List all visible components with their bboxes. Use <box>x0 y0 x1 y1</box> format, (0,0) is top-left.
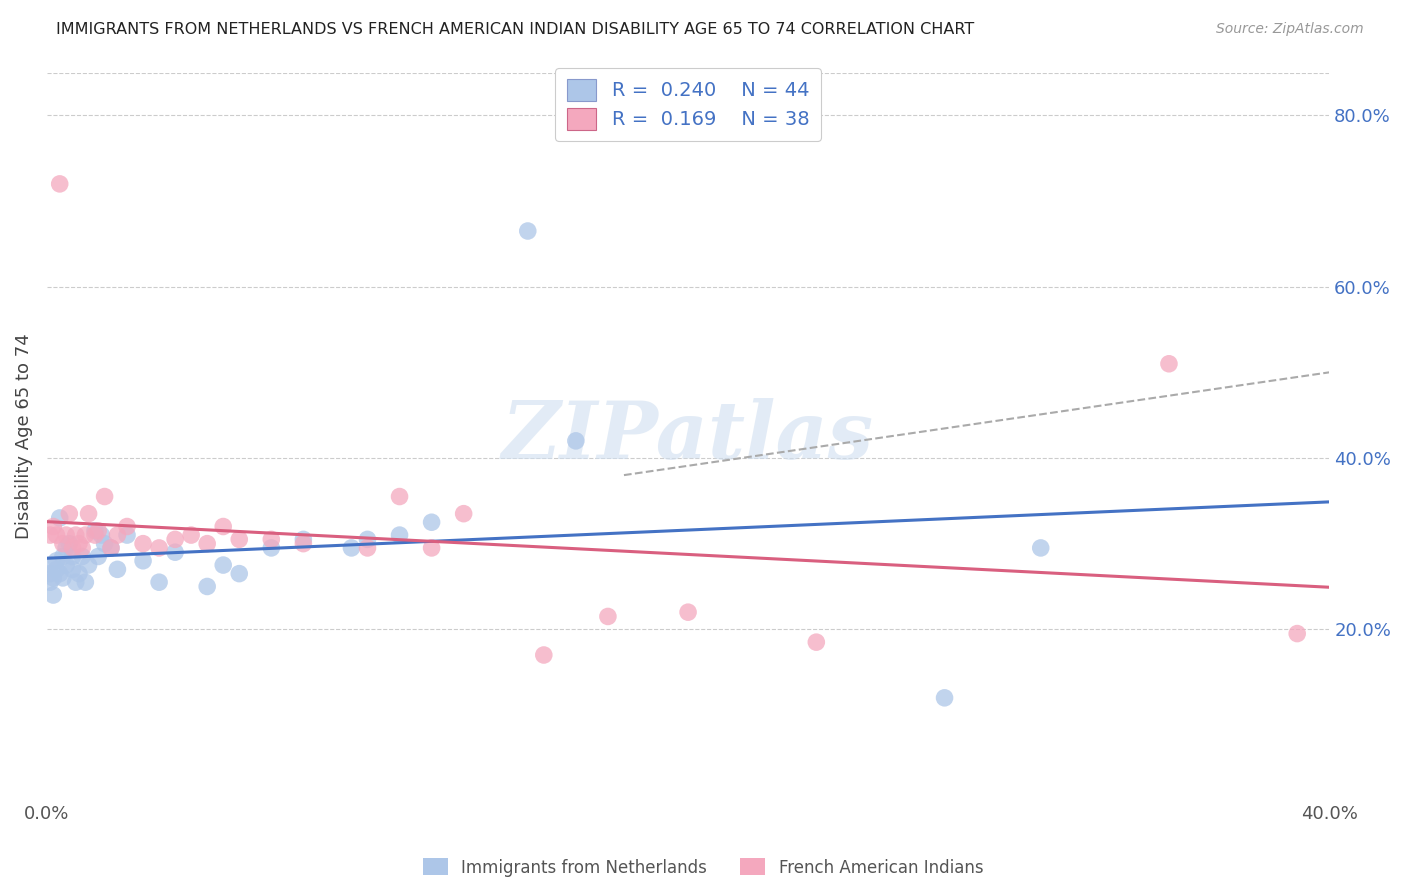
Point <box>45 562 67 576</box>
Point <box>1157 357 1180 371</box>
Point <box>62 549 84 564</box>
Point <box>356 533 378 547</box>
Point <box>340 541 363 555</box>
Point <box>93 490 115 504</box>
Point <box>195 579 218 593</box>
Point <box>228 533 250 547</box>
Point <box>806 635 828 649</box>
Point <box>77 558 100 572</box>
Point <box>52 549 75 564</box>
Text: IMMIGRANTS FROM NETHERLANDS VS FRENCH AMERICAN INDIAN DISABILITY AGE 65 TO 74 CO: IMMIGRANTS FROM NETHERLANDS VS FRENCH AM… <box>56 22 974 37</box>
Point <box>533 648 555 662</box>
Point <box>148 575 170 590</box>
Point <box>84 528 107 542</box>
Point <box>565 434 588 448</box>
Point <box>75 575 97 590</box>
Point <box>39 566 62 581</box>
Point <box>62 562 84 576</box>
Point <box>260 541 283 555</box>
Point <box>148 541 170 555</box>
Point <box>39 575 62 590</box>
Point <box>453 507 475 521</box>
Point <box>65 575 87 590</box>
Point <box>42 571 65 585</box>
Point <box>388 528 411 542</box>
Point <box>55 558 77 572</box>
Point <box>70 541 93 555</box>
Point <box>84 524 107 538</box>
Point <box>75 528 97 542</box>
Point <box>107 528 129 542</box>
Point <box>420 515 443 529</box>
Point <box>107 562 129 576</box>
Point <box>65 528 87 542</box>
Point <box>55 541 77 555</box>
Point <box>39 528 62 542</box>
Point <box>228 566 250 581</box>
Point <box>934 690 956 705</box>
Y-axis label: Disability Age 65 to 74: Disability Age 65 to 74 <box>15 334 32 540</box>
Point <box>100 541 122 555</box>
Point <box>67 566 90 581</box>
Point <box>87 549 110 564</box>
Point <box>516 224 538 238</box>
Point <box>70 549 93 564</box>
Point <box>39 558 62 572</box>
Point <box>42 588 65 602</box>
Point <box>45 554 67 568</box>
Legend: Immigrants from Netherlands, French American Indians: Immigrants from Netherlands, French Amer… <box>416 852 990 883</box>
Point <box>596 609 619 624</box>
Text: Source: ZipAtlas.com: Source: ZipAtlas.com <box>1216 22 1364 37</box>
Point <box>52 571 75 585</box>
Point <box>212 519 235 533</box>
Point <box>77 507 100 521</box>
Point <box>67 536 90 550</box>
Point <box>58 507 80 521</box>
Point <box>100 541 122 555</box>
Point <box>55 528 77 542</box>
Point <box>676 605 699 619</box>
Point <box>165 533 187 547</box>
Point <box>180 528 202 542</box>
Text: ZIPatlas: ZIPatlas <box>502 398 875 475</box>
Point <box>132 536 155 550</box>
Point <box>90 528 112 542</box>
Point <box>1029 541 1052 555</box>
Point <box>48 511 70 525</box>
Point <box>115 519 138 533</box>
Point <box>195 536 218 550</box>
Point <box>1286 626 1309 640</box>
Point <box>292 533 315 547</box>
Point <box>52 536 75 550</box>
Point <box>62 541 84 555</box>
Point <box>87 524 110 538</box>
Point <box>48 177 70 191</box>
Point <box>292 536 315 550</box>
Point <box>388 490 411 504</box>
Point <box>42 519 65 533</box>
Point <box>260 533 283 547</box>
Point <box>48 566 70 581</box>
Point <box>58 536 80 550</box>
Point <box>356 541 378 555</box>
Point <box>165 545 187 559</box>
Legend: R =  0.240    N = 44, R =  0.169    N = 38: R = 0.240 N = 44, R = 0.169 N = 38 <box>555 68 821 141</box>
Point <box>420 541 443 555</box>
Point <box>212 558 235 572</box>
Point <box>115 528 138 542</box>
Point <box>132 554 155 568</box>
Point <box>93 536 115 550</box>
Point <box>45 528 67 542</box>
